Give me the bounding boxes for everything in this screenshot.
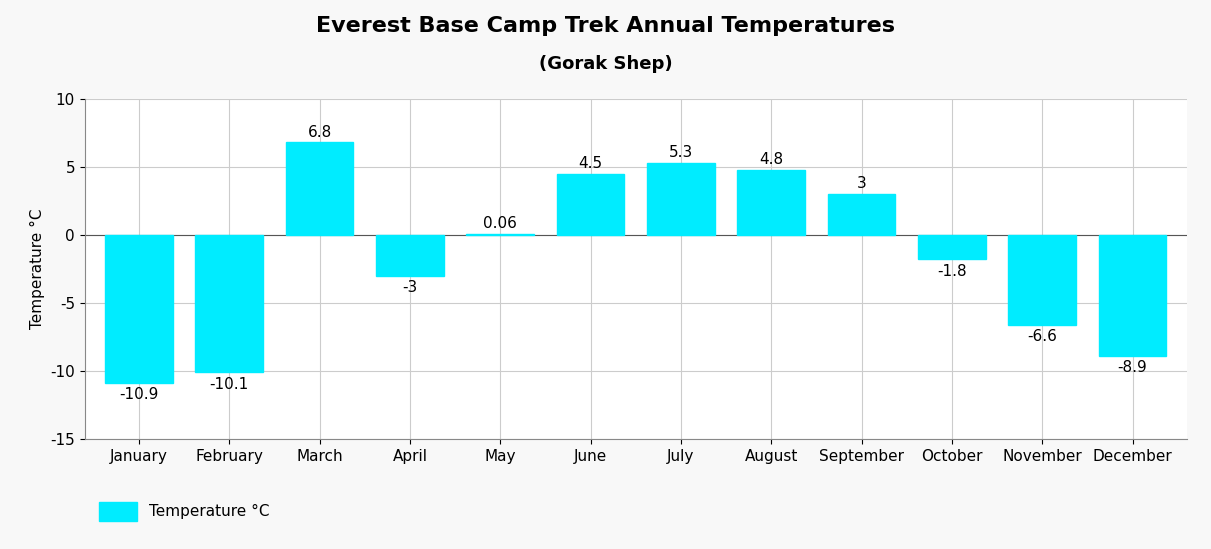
Text: (Gorak Shep): (Gorak Shep) (539, 55, 672, 73)
Text: 6.8: 6.8 (308, 125, 332, 139)
Bar (466, 234, 534, 235)
Bar (1009, 235, 1077, 325)
Text: -3: -3 (402, 280, 418, 295)
Text: 4.8: 4.8 (759, 152, 784, 167)
Bar (647, 163, 714, 235)
Bar (1098, 235, 1166, 356)
Bar (828, 194, 895, 235)
Bar (105, 235, 173, 383)
Bar (918, 235, 986, 260)
Text: -1.8: -1.8 (937, 264, 966, 278)
Text: -8.9: -8.9 (1118, 360, 1148, 375)
Bar (195, 235, 263, 372)
Text: 4.5: 4.5 (579, 156, 603, 171)
Text: 3: 3 (856, 176, 867, 192)
Text: -6.6: -6.6 (1027, 329, 1057, 344)
Y-axis label: Temperature °C: Temperature °C (30, 209, 45, 329)
Legend: Temperature °C: Temperature °C (92, 496, 276, 527)
Bar (557, 173, 625, 235)
Text: Everest Base Camp Trek Annual Temperatures: Everest Base Camp Trek Annual Temperatur… (316, 16, 895, 36)
Bar (737, 170, 805, 235)
Text: -10.1: -10.1 (210, 377, 249, 391)
Bar (377, 235, 443, 276)
Text: 5.3: 5.3 (668, 145, 693, 160)
Text: -10.9: -10.9 (119, 388, 159, 402)
Text: 0.06: 0.06 (483, 216, 517, 232)
Bar (286, 142, 354, 235)
